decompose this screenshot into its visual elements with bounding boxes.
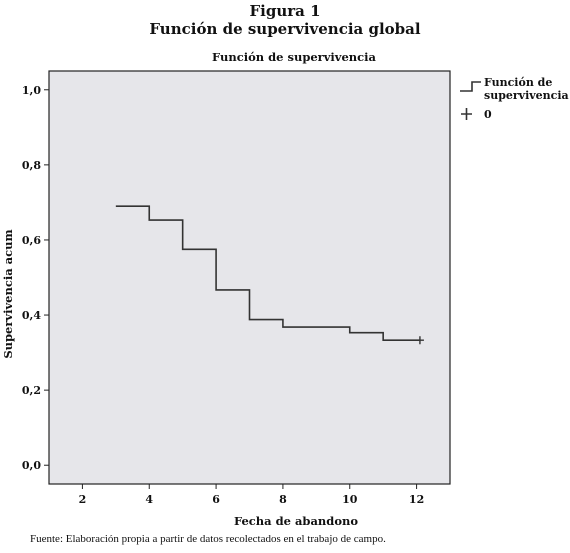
x-axis: 2 4 6 8 10 12 <box>79 484 424 506</box>
censor-mark <box>415 336 424 345</box>
y-tick-label: 1,0 <box>22 84 41 97</box>
y-tick-label: 0,4 <box>22 309 41 322</box>
legend: Función de supervivencia 0 <box>460 76 569 121</box>
x-tick-label: 10 <box>342 493 358 506</box>
x-tick-label: 4 <box>145 493 153 506</box>
chart-title: Función de supervivencia <box>212 50 376 64</box>
x-tick-label: 8 <box>279 493 287 506</box>
legend-plus-icon <box>461 108 472 120</box>
y-tick-label: 0,0 <box>22 459 41 472</box>
figure-title: Función de supervivencia global <box>149 20 421 38</box>
legend-label-survival-1: Función de <box>484 76 552 89</box>
x-tick-label: 12 <box>409 493 424 506</box>
y-axis-title: Supervivencia acum <box>1 229 15 358</box>
y-tick-label: 0,6 <box>22 234 41 247</box>
x-axis-title: Fecha de abandono <box>234 514 358 528</box>
censor-marks <box>415 336 424 345</box>
y-tick-label: 0,8 <box>22 159 41 172</box>
legend-step-icon <box>460 81 481 92</box>
survival-step-line <box>115 205 420 342</box>
legend-label-survival-2: supervivencia <box>484 89 569 102</box>
figure-label: Figura 1 <box>249 2 321 20</box>
x-tick-label: 2 <box>79 493 87 506</box>
legend-label-censored: 0 <box>484 108 492 121</box>
plot-area <box>48 70 451 485</box>
x-tick-label: 6 <box>212 493 220 506</box>
y-tick-label: 0,2 <box>22 384 41 397</box>
y-axis: 0,0 0,2 0,4 0,6 0,8 1,0 <box>22 84 49 472</box>
source-note: Fuente: Elaboración propia a partir de d… <box>30 533 386 545</box>
